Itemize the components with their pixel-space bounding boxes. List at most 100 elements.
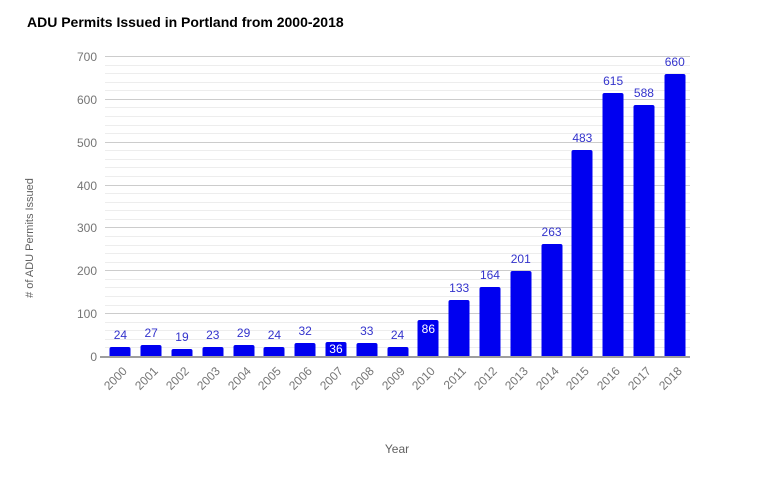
y-tick-label: 400 bbox=[76, 178, 97, 193]
minor-gridline bbox=[105, 210, 690, 212]
bar-column: 164 2012 bbox=[471, 57, 506, 393]
bar-value-label: 164 bbox=[479, 267, 500, 282]
x-tick-label: 2000 bbox=[101, 364, 131, 393]
minor-gridline bbox=[105, 287, 690, 289]
bar-value-label: 27 bbox=[144, 326, 158, 341]
minor-gridline bbox=[105, 73, 690, 75]
x-tick-label: 2012 bbox=[471, 364, 500, 393]
bar bbox=[448, 300, 470, 357]
bar-column: 27 2001 bbox=[132, 57, 167, 393]
major-gridline bbox=[105, 98, 690, 100]
major-gridline bbox=[105, 227, 690, 229]
x-tick-label: 2017 bbox=[625, 364, 654, 393]
minor-gridline bbox=[105, 338, 690, 340]
minor-gridline bbox=[105, 253, 690, 255]
bar-value-label: 660 bbox=[664, 55, 685, 70]
bar-column: 23 2003 bbox=[194, 57, 228, 393]
minor-gridline bbox=[105, 296, 690, 297]
major-gridline bbox=[105, 56, 690, 57]
x-tick-label: 2001 bbox=[132, 364, 162, 393]
bar bbox=[202, 347, 224, 357]
minor-gridline bbox=[105, 261, 690, 263]
bar bbox=[633, 105, 655, 357]
x-tick-label: 2004 bbox=[224, 364, 254, 393]
x-tick-label: 2009 bbox=[378, 364, 408, 393]
x-tick-label: 2011 bbox=[440, 364, 470, 393]
bar-column: 32 2006 bbox=[286, 57, 321, 393]
bar-value-label: 19 bbox=[175, 329, 189, 344]
bar bbox=[140, 345, 162, 357]
y-axis-tick-labels: 0 100 200 300 400 500 600 700 bbox=[0, 50, 97, 364]
bar bbox=[387, 346, 409, 357]
y-tick-label: 700 bbox=[76, 50, 97, 64]
minor-gridline bbox=[105, 133, 690, 135]
minor-gridline bbox=[105, 330, 690, 332]
bar bbox=[294, 343, 316, 357]
y-tick-label: 600 bbox=[76, 92, 97, 107]
bar-column: 588 2017 bbox=[625, 57, 660, 393]
minor-gridline bbox=[105, 64, 690, 66]
bar-column: 24 2009 bbox=[379, 57, 413, 393]
minor-gridline bbox=[105, 81, 690, 83]
x-tick-label: 2010 bbox=[409, 364, 439, 393]
x-tick-label: 2018 bbox=[655, 364, 685, 393]
chart-title: ADU Permits Issued in Portland from 2000… bbox=[27, 14, 344, 30]
bar bbox=[356, 342, 378, 357]
bar-value-label: 24 bbox=[113, 327, 128, 342]
x-axis-line bbox=[100, 356, 690, 358]
minor-gridline bbox=[105, 236, 690, 237]
bar-value-label: 23 bbox=[206, 328, 220, 343]
bar-value-label: 588 bbox=[633, 86, 654, 100]
bar bbox=[541, 244, 563, 357]
bar-value-label: 483 bbox=[572, 131, 593, 145]
bar-column: 133 2011 bbox=[441, 57, 475, 392]
y-tick-label: 200 bbox=[76, 264, 97, 279]
bar-value-label: 24 bbox=[267, 327, 282, 342]
bar bbox=[233, 344, 255, 357]
x-tick-label: 2005 bbox=[255, 364, 285, 393]
bar bbox=[479, 286, 501, 357]
bar-value-label: 263 bbox=[541, 225, 562, 240]
x-tick-label: 2008 bbox=[347, 364, 377, 393]
bar-value-label: 32 bbox=[298, 324, 312, 339]
minor-gridline bbox=[105, 124, 690, 126]
y-tick-label: 0 bbox=[90, 350, 97, 364]
x-tick-label: 2003 bbox=[193, 364, 223, 393]
x-tick-label: 2014 bbox=[532, 364, 562, 393]
minor-gridline bbox=[105, 158, 690, 160]
minor-gridline bbox=[105, 107, 690, 109]
minor-gridline bbox=[105, 167, 690, 169]
minor-gridline bbox=[105, 201, 690, 203]
minor-gridline bbox=[105, 218, 690, 220]
minor-gridline bbox=[105, 150, 690, 152]
y-tick-label: 100 bbox=[76, 307, 97, 322]
bar-value-label: 201 bbox=[510, 251, 531, 266]
x-axis-title: Year bbox=[384, 442, 410, 456]
bar bbox=[664, 74, 686, 357]
major-gridline bbox=[105, 184, 690, 186]
bar-column: 615 2016 bbox=[594, 57, 629, 393]
bar-column: 201 2013 bbox=[502, 57, 536, 393]
bar-value-label: 36 bbox=[329, 342, 343, 356]
bar-value-label: 133 bbox=[449, 281, 470, 295]
bar bbox=[602, 93, 624, 357]
bar-column: 33 2008 bbox=[348, 57, 382, 393]
bar-column: 36 2007 bbox=[317, 57, 352, 393]
major-gridline bbox=[105, 313, 690, 315]
minor-gridline bbox=[105, 321, 690, 323]
major-gridline bbox=[105, 270, 690, 272]
minor-gridline bbox=[105, 244, 690, 246]
bar-value-label: 29 bbox=[236, 325, 251, 340]
minor-gridline bbox=[105, 193, 690, 195]
x-tick-label: 2013 bbox=[501, 364, 531, 393]
bar bbox=[263, 346, 285, 357]
bar bbox=[571, 150, 593, 357]
minor-gridline bbox=[105, 278, 690, 280]
bar bbox=[109, 346, 131, 357]
bar-column: 86 2010 bbox=[409, 57, 444, 393]
bar-column: 660 2018 bbox=[656, 55, 690, 393]
bar-value-label: 24 bbox=[390, 327, 405, 342]
x-tick-label: 2002 bbox=[163, 364, 192, 393]
bar-column: 29 2004 bbox=[225, 57, 259, 393]
